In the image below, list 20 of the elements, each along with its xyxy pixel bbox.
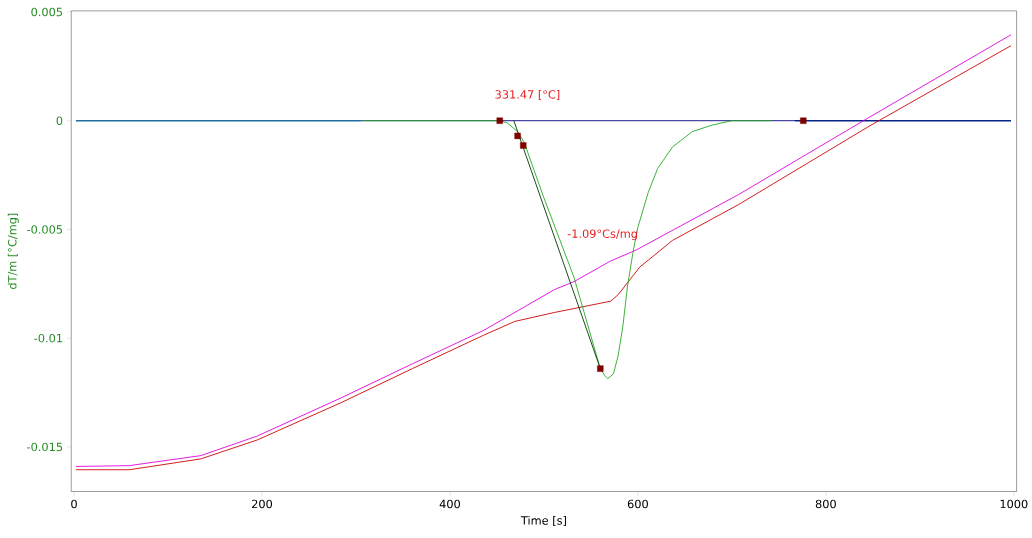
x-tick-label: 200	[252, 499, 273, 509]
x-tick-label: 600	[627, 499, 648, 509]
annotation: -1.09°Cs/mg	[567, 229, 637, 241]
x-tick-label: 400	[439, 499, 460, 509]
point	[800, 117, 807, 124]
y-tick-label: 0	[56, 116, 63, 125]
x-tick-label: 800	[815, 499, 836, 509]
y-tick-label: -0.015	[27, 442, 63, 452]
y-tick-label: -0.01	[34, 333, 62, 343]
x-tick-label: 1000	[1000, 499, 1028, 509]
point	[496, 117, 503, 124]
point	[514, 132, 521, 140]
annotation: 331.47 [°C]	[495, 89, 560, 101]
y-tick-label: -0.005	[27, 225, 63, 234]
y-axis-title: dT/m [°C/mg]	[7, 213, 19, 290]
y-tick-label: 0.005	[31, 7, 63, 17]
x-axis-title: Time [s]	[520, 516, 566, 527]
point	[520, 142, 527, 149]
point	[597, 365, 604, 372]
x-tick-label: 0	[71, 499, 77, 509]
